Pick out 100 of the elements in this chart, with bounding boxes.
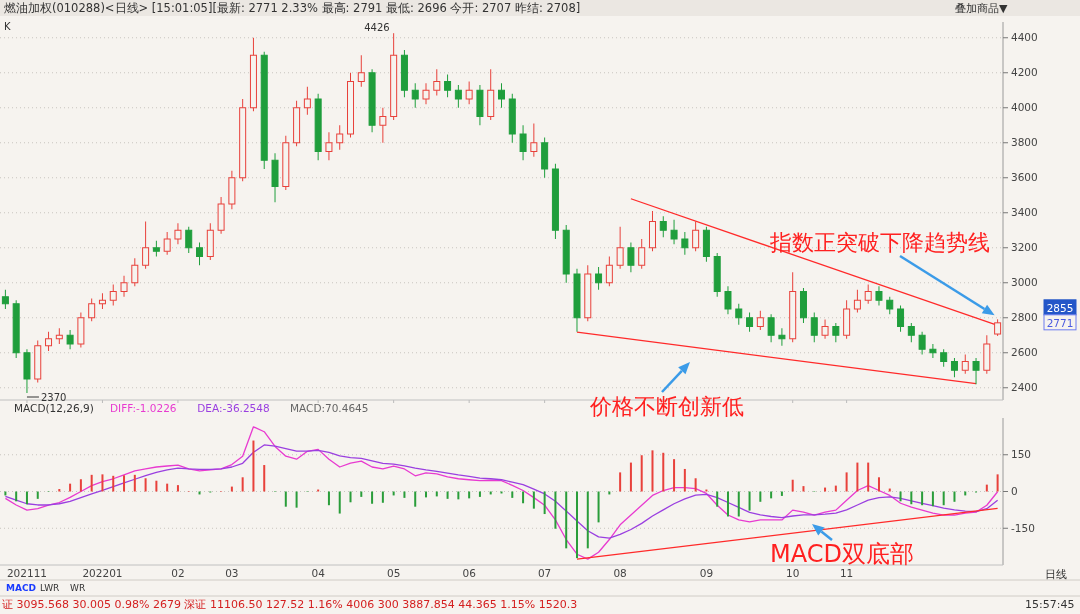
candlestick bbox=[444, 74, 452, 98]
annotation: 2370 bbox=[40, 392, 67, 403]
bar bbox=[414, 491, 417, 507]
x-tick-label: 202201 bbox=[82, 567, 123, 579]
bar bbox=[112, 475, 115, 492]
bar bbox=[133, 474, 136, 492]
bar bbox=[737, 491, 740, 517]
bar bbox=[651, 450, 654, 492]
candlestick bbox=[853, 289, 861, 313]
candlestick bbox=[498, 82, 505, 109]
candlestick bbox=[336, 124, 344, 151]
bar bbox=[241, 477, 244, 492]
bar bbox=[985, 484, 988, 492]
y-tick-label: 3600 bbox=[1011, 171, 1038, 184]
candlestick bbox=[756, 310, 764, 331]
candlestick bbox=[907, 322, 915, 343]
y-tick-label: 0 bbox=[1011, 485, 1018, 498]
text: 2771 bbox=[1046, 316, 1074, 329]
candlestick bbox=[454, 84, 462, 109]
bar bbox=[802, 486, 805, 492]
bar bbox=[155, 480, 158, 492]
bar bbox=[586, 491, 589, 549]
bar bbox=[263, 465, 266, 492]
y-tick-label: 3800 bbox=[1011, 136, 1038, 149]
candlestick bbox=[746, 312, 754, 333]
x-tick-label: 04 bbox=[311, 567, 326, 579]
bar bbox=[716, 491, 719, 507]
candlestick bbox=[595, 266, 603, 291]
bar bbox=[554, 491, 557, 529]
chart-title: MACD(12,26,9) bbox=[14, 402, 94, 414]
candlestick bbox=[142, 221, 150, 270]
candlestick bbox=[670, 219, 678, 245]
candlestick bbox=[918, 331, 926, 355]
candlestick bbox=[864, 284, 872, 305]
bar bbox=[824, 487, 827, 492]
text: DIFF:-1.0226 bbox=[110, 402, 177, 414]
bar bbox=[899, 491, 902, 502]
bar bbox=[123, 475, 126, 492]
bar bbox=[403, 491, 406, 498]
bar bbox=[953, 491, 956, 502]
candlestick bbox=[1, 289, 9, 310]
bar bbox=[694, 478, 697, 492]
bar bbox=[673, 459, 676, 492]
text: MACD:70.4645 bbox=[290, 402, 369, 414]
annotation: MACD双底部 bbox=[770, 540, 914, 568]
candlestick bbox=[735, 303, 743, 326]
bar bbox=[532, 491, 535, 509]
bar bbox=[662, 452, 665, 492]
bar bbox=[543, 491, 546, 515]
bar bbox=[640, 455, 643, 492]
candlestick bbox=[379, 107, 387, 144]
y-tick-label: 2400 bbox=[1011, 381, 1038, 394]
text: WR bbox=[70, 583, 86, 593]
candlestick bbox=[163, 231, 171, 256]
bar bbox=[58, 489, 61, 492]
candlestick bbox=[972, 357, 980, 385]
bar bbox=[748, 491, 751, 511]
bar bbox=[360, 491, 363, 497]
candlestick bbox=[605, 256, 613, 287]
candlestick bbox=[66, 329, 74, 350]
x-tick-label: 03 bbox=[225, 567, 239, 579]
annotation: K bbox=[4, 21, 11, 32]
candlestick bbox=[530, 123, 538, 158]
candlestick bbox=[767, 313, 775, 343]
candlestick bbox=[303, 86, 311, 116]
x-tick-label: 08 bbox=[613, 567, 627, 579]
bar bbox=[910, 491, 913, 505]
annotation: 价格不断创新低 bbox=[589, 394, 744, 419]
candlestick bbox=[821, 319, 829, 340]
bar bbox=[69, 483, 72, 492]
bar bbox=[759, 491, 762, 502]
x-tick-label: 11 bbox=[839, 567, 854, 579]
bar bbox=[888, 488, 891, 492]
y-tick-label: 4400 bbox=[1011, 31, 1038, 44]
bar bbox=[327, 491, 330, 506]
candlestick bbox=[897, 305, 905, 333]
candlestick bbox=[724, 285, 732, 315]
text: 15:57:45 bbox=[1025, 598, 1075, 611]
candlestick bbox=[681, 231, 689, 256]
annotation: 指数正突破下降趋势线 bbox=[769, 230, 990, 255]
bar bbox=[683, 468, 686, 492]
candlestick bbox=[185, 226, 193, 254]
bar bbox=[252, 440, 255, 492]
x-tick-label: 202111 bbox=[6, 567, 48, 579]
bar bbox=[166, 483, 169, 492]
y-tick-label: 2800 bbox=[1011, 311, 1038, 324]
text: DEA:-36.2548 bbox=[197, 402, 270, 414]
candlestick bbox=[950, 357, 958, 378]
candlestick bbox=[832, 322, 840, 343]
bar bbox=[381, 491, 384, 503]
x-tick-label: 05 bbox=[386, 567, 401, 579]
y-tick-label: -150 bbox=[1011, 521, 1035, 534]
candlestick bbox=[810, 312, 818, 343]
candlestick bbox=[433, 68, 441, 96]
bar bbox=[230, 486, 233, 492]
text: 证 3095.568 30.005 0.98% 2679 深证 11106.50 127.52 1.16% 4006 300 3887.854 44.365 1.15% 1520.3 bbox=[2, 598, 578, 611]
bar bbox=[25, 491, 28, 505]
bar bbox=[791, 479, 794, 492]
bar bbox=[856, 462, 859, 492]
y-tick-label: 3400 bbox=[1011, 206, 1038, 219]
